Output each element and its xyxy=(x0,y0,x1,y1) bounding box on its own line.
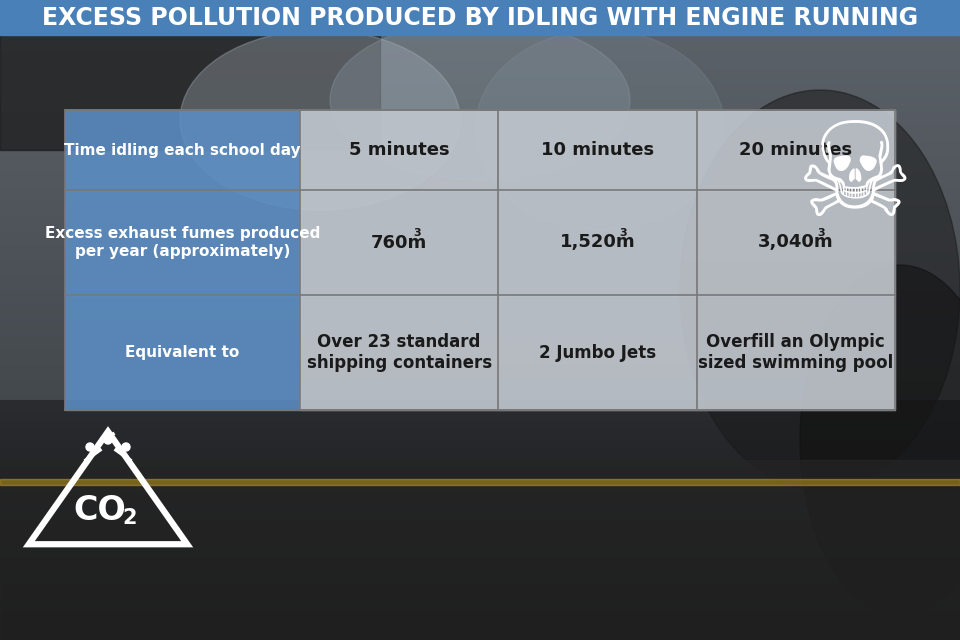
Bar xyxy=(0,479,960,485)
Text: 10 minutes: 10 minutes xyxy=(540,141,654,159)
Text: ☠: ☠ xyxy=(796,116,914,243)
Bar xyxy=(0,0,380,150)
Bar xyxy=(300,110,895,190)
Bar xyxy=(300,190,895,295)
Bar xyxy=(65,190,300,295)
Text: Equivalent to: Equivalent to xyxy=(126,345,240,360)
Circle shape xyxy=(122,443,130,451)
Bar xyxy=(300,295,895,410)
Text: Time idling each school day: Time idling each school day xyxy=(64,143,300,157)
Text: Overfill an Olympic
sized swimming pool: Overfill an Olympic sized swimming pool xyxy=(698,333,894,372)
Text: 5 minutes: 5 minutes xyxy=(348,141,449,159)
Text: 2 Jumbo Jets: 2 Jumbo Jets xyxy=(539,344,656,362)
Text: CO: CO xyxy=(74,493,127,527)
Circle shape xyxy=(104,436,112,444)
Ellipse shape xyxy=(475,30,725,230)
Circle shape xyxy=(86,443,94,451)
Ellipse shape xyxy=(680,90,960,490)
Text: Over 23 standard
shipping containers: Over 23 standard shipping containers xyxy=(306,333,492,372)
Text: 1,520m: 1,520m xyxy=(560,234,636,252)
Text: 3,040m: 3,040m xyxy=(758,234,833,252)
Ellipse shape xyxy=(800,265,960,615)
Text: 3: 3 xyxy=(413,228,420,239)
Bar xyxy=(0,460,960,640)
Bar xyxy=(65,295,300,410)
Bar xyxy=(0,0,960,35)
Text: 3: 3 xyxy=(619,228,627,239)
Ellipse shape xyxy=(330,20,630,180)
Text: 20 minutes: 20 minutes xyxy=(739,141,852,159)
Text: Excess exhaust fumes produced
per year (approximately): Excess exhaust fumes produced per year (… xyxy=(45,227,321,259)
Text: EXCESS POLLUTION PRODUCED BY IDLING WITH ENGINE RUNNING: EXCESS POLLUTION PRODUCED BY IDLING WITH… xyxy=(42,6,918,30)
Text: 760m: 760m xyxy=(372,234,427,252)
Text: 3: 3 xyxy=(817,228,825,239)
Text: 2: 2 xyxy=(123,508,137,528)
Bar xyxy=(65,110,300,190)
Ellipse shape xyxy=(180,30,460,210)
